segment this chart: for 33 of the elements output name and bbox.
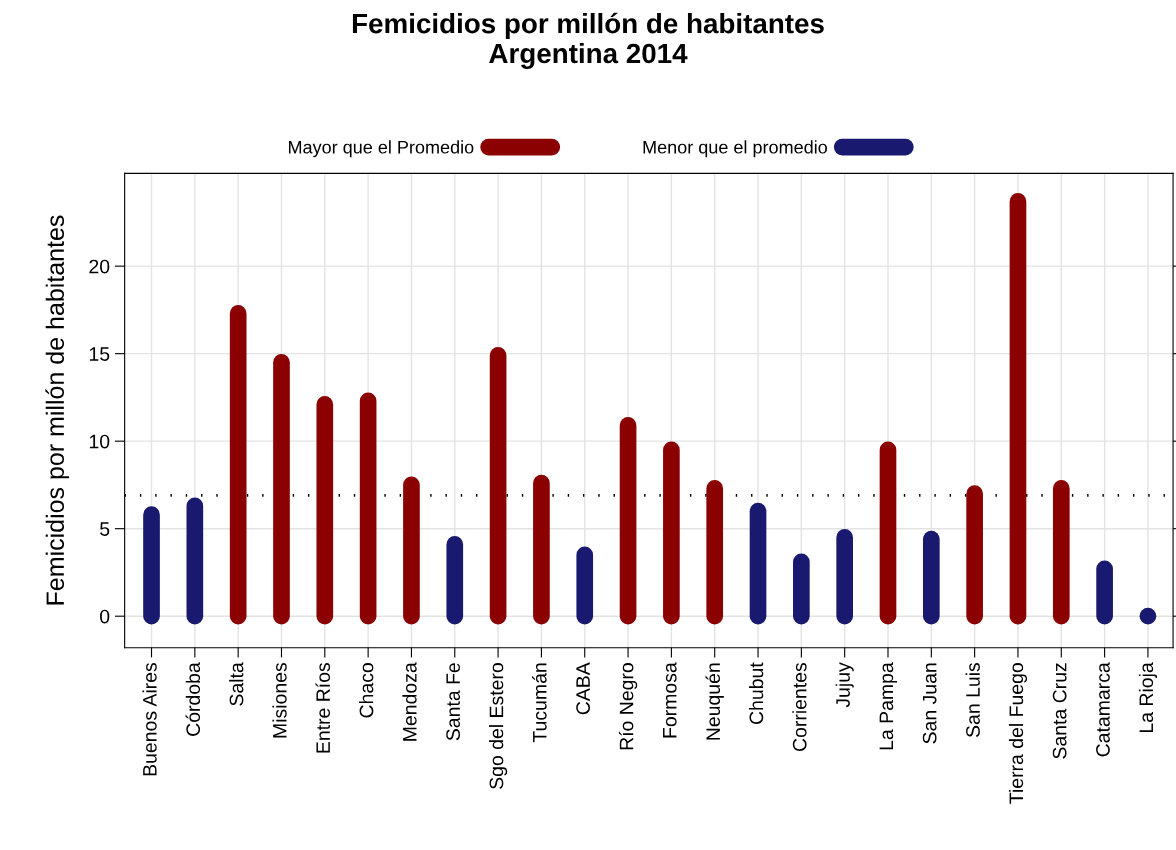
x-tick-label: Santa Fe xyxy=(446,663,460,741)
x-tick-label: La Rioja xyxy=(1138,662,1157,733)
chart-title: Femicidios por millón de habitantes Argentina 2014 xyxy=(352,12,824,69)
y-tick-label: 15 xyxy=(89,347,110,361)
x-tick-label: Chaco xyxy=(359,663,374,718)
x-tick-label: Entre Ríos xyxy=(315,662,331,753)
y-tick-label: 5 xyxy=(100,522,110,536)
x-tick-label: Jujuy xyxy=(835,662,854,708)
x-tick-label: San Juan xyxy=(922,663,937,744)
x-tick-label: Córdoba xyxy=(185,662,201,736)
x-tick-label: Santa Cruz xyxy=(1052,663,1067,759)
x-tick-label: Buenos Aires xyxy=(142,662,157,776)
x-tick-label: Río Negro xyxy=(618,663,638,750)
x-tick-label: Misiones xyxy=(272,662,287,738)
y-tick-label: 0 xyxy=(100,609,110,624)
x-tick-label: Corrientes xyxy=(792,662,807,751)
x-tick-label: Formosa xyxy=(663,662,677,738)
x-tick-label: CABA xyxy=(576,662,590,715)
x-tick-label: Tierra del Fuego xyxy=(1008,663,1028,804)
y-axis-title: Femicidios por millón de habitantes xyxy=(45,215,69,605)
x-tick-label: La Pampa xyxy=(879,662,898,750)
x-tick-label: Catamarca xyxy=(1096,662,1110,757)
x-tick-label: Salta xyxy=(229,662,244,706)
x-tick-label: Mendoza xyxy=(402,662,417,741)
x-tick-label: Sgo del Estero xyxy=(489,663,508,789)
y-tick-label: 10 xyxy=(89,434,110,449)
x-tick-label: San Luis xyxy=(965,662,980,738)
legend-label: Menor que el promedio xyxy=(643,140,827,158)
x-tick-label: Tucumán xyxy=(532,663,547,743)
x-tick-label: Chubut xyxy=(748,662,764,724)
x-tick-label: Neuquén xyxy=(705,663,724,740)
legend-label: Mayor que el Promedio xyxy=(288,140,474,158)
y-tick-label: 20 xyxy=(89,259,110,274)
